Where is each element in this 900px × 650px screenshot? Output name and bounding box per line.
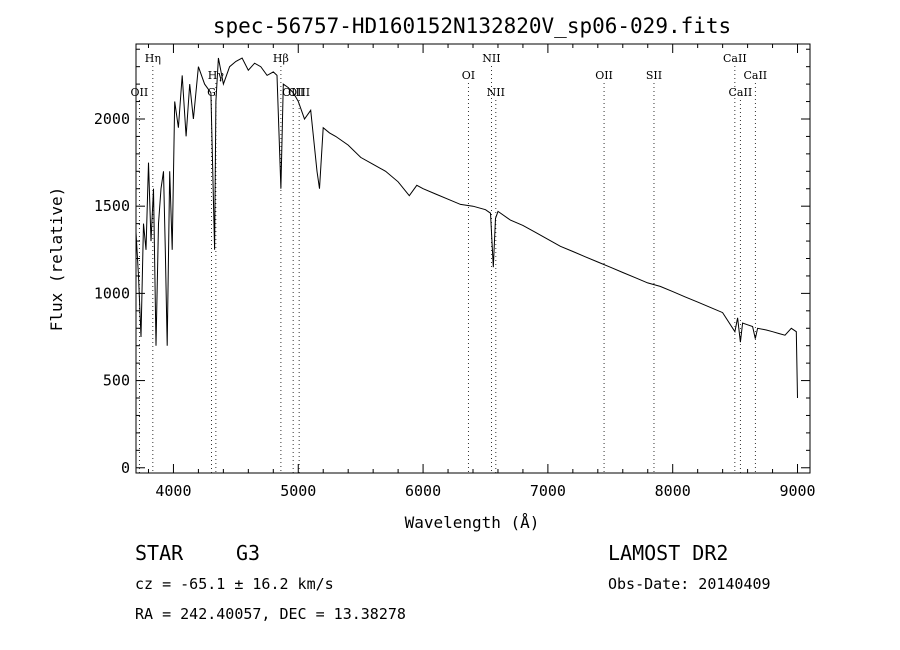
x-axis-label: Wavelength (Å) [405, 513, 540, 532]
x-tick-label: 5000 [280, 482, 316, 500]
marker-label: OII [131, 86, 149, 99]
marker-label: NII [482, 52, 500, 65]
x-tick-label: 8000 [655, 482, 691, 500]
marker-label: CaII [723, 52, 747, 65]
spectrum-line [135, 57, 798, 399]
y-tick-label: 0 [121, 459, 130, 477]
marker-label: SII [646, 69, 662, 82]
marker-label: OI [462, 69, 475, 82]
redshift-text: cz = -65.1 ± 16.2 km/s [135, 575, 334, 593]
marker-label: Hη [145, 52, 161, 65]
marker-label: OIII [288, 86, 310, 99]
marker-label: Hγ [208, 69, 225, 82]
x-tick-label: 7000 [530, 482, 566, 500]
x-tick-label: 9000 [779, 482, 815, 500]
plot-frame [135, 43, 811, 474]
axes: 4000 5000 6000 7000 8000 9000 0 500 1000 1500 2000 [94, 44, 816, 500]
object-class: STAR [135, 541, 184, 565]
y-tick-label: 1000 [94, 284, 130, 302]
y-tick-label: 2000 [94, 110, 130, 128]
marker-label: NII [487, 86, 505, 99]
marker-label: G [207, 86, 216, 99]
survey-name: LAMOST DR2 [608, 541, 729, 565]
coordinates-text: RA = 242.40057, DEC = 13.38278 [135, 605, 406, 623]
x-tick-label: 6000 [405, 482, 441, 500]
chart-title: spec-56757-HD160152N132820V_sp06-029.fit… [213, 14, 731, 38]
object-subclass: G3 [236, 541, 261, 565]
y-tick-label: 1500 [94, 197, 130, 215]
marker-label: Hβ [273, 52, 289, 65]
obs-date-text: Obs-Date: 20140409 [608, 575, 771, 593]
y-tick-label: 500 [103, 372, 130, 390]
marker-label: CaII [743, 69, 767, 82]
marker-label: CaII [729, 86, 753, 99]
y-axis-label: Flux (relative) [47, 187, 66, 332]
x-tick-label: 4000 [155, 482, 191, 500]
marker-label: OII [595, 69, 613, 82]
